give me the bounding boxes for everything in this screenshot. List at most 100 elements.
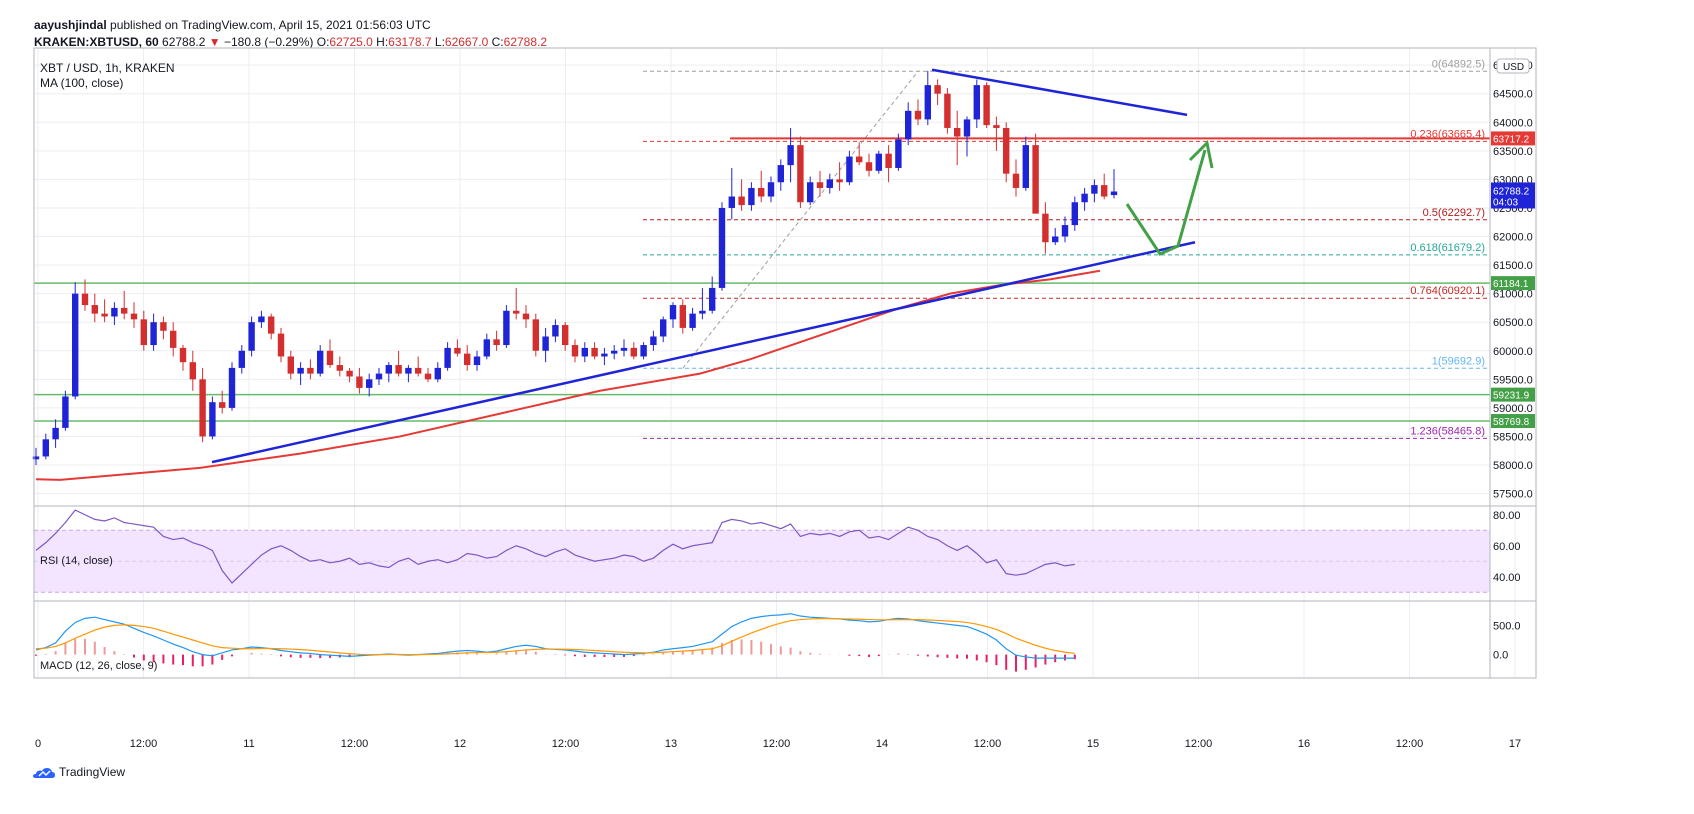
close-label: C: bbox=[491, 35, 504, 49]
candle-body bbox=[767, 182, 775, 197]
level-price-badge bbox=[1491, 131, 1535, 146]
candle-body bbox=[758, 187, 765, 197]
signal-line bbox=[35, 618, 1075, 656]
rsi-legend: RSI (14, close) bbox=[40, 555, 113, 567]
candle-body bbox=[248, 322, 255, 351]
drawings bbox=[211, 68, 1214, 464]
candle-body bbox=[483, 339, 490, 357]
price-tick-label: 61500.0 bbox=[1493, 260, 1533, 272]
level-price-badge bbox=[1491, 276, 1535, 291]
candle-body bbox=[591, 347, 598, 357]
candle-body bbox=[1081, 193, 1088, 203]
price-tick-label: 58500.0 bbox=[1493, 431, 1533, 443]
candle-body bbox=[522, 313, 530, 320]
candle-body bbox=[228, 367, 236, 408]
ma-legend: MA (100, close) bbox=[40, 76, 123, 90]
candle-body bbox=[669, 305, 677, 320]
candle-body bbox=[865, 162, 873, 171]
candle-body bbox=[160, 322, 167, 331]
fib-trend-line bbox=[682, 70, 919, 369]
candle-body bbox=[52, 427, 59, 440]
last-price-text: 62788.2 bbox=[1493, 186, 1530, 197]
price-tick-label: 60500.0 bbox=[1493, 317, 1533, 329]
candle-body bbox=[816, 182, 824, 188]
candle-body bbox=[699, 310, 706, 314]
symbol-info: KRAKEN:XBTUSD, 60 62788.2 ▼ −180.8 (−0.2… bbox=[34, 35, 547, 49]
macd-line bbox=[35, 613, 1075, 659]
time-tick-label: 17 bbox=[1509, 738, 1521, 750]
candle-body bbox=[924, 85, 931, 120]
candle-body bbox=[336, 365, 343, 371]
candle-body bbox=[679, 305, 686, 328]
candle-body bbox=[689, 313, 696, 328]
time-tick-label: 11 bbox=[243, 738, 254, 750]
down-arrow-icon: ▼ bbox=[208, 35, 221, 49]
price-change: −180.8 (−0.29%) bbox=[224, 35, 314, 49]
candle-body bbox=[317, 350, 324, 374]
candle-body bbox=[826, 179, 833, 188]
candle-body bbox=[1003, 127, 1010, 174]
candle-body bbox=[199, 379, 206, 437]
candle-body bbox=[32, 456, 40, 460]
level-price-badge-text: 63717.2 bbox=[1493, 134, 1530, 145]
candle-body bbox=[268, 316, 275, 334]
candle-body bbox=[287, 356, 294, 374]
level-price-badge-text: 58769.8 bbox=[1493, 417, 1530, 428]
publish-text: published on TradingView.com, April 15, … bbox=[106, 18, 431, 32]
low-value: 62667.0 bbox=[444, 35, 489, 49]
candle-body bbox=[571, 345, 579, 357]
candle-body bbox=[552, 325, 559, 337]
candle-body bbox=[846, 156, 853, 183]
low-label: L: bbox=[434, 35, 445, 49]
candle-body bbox=[738, 196, 745, 206]
candle-body bbox=[375, 373, 383, 380]
candle-body bbox=[630, 347, 637, 357]
candle-body bbox=[513, 310, 520, 314]
candle-body bbox=[640, 345, 647, 357]
high-label: H: bbox=[376, 35, 389, 49]
rsi-line bbox=[35, 509, 1075, 584]
candle-body bbox=[532, 319, 539, 351]
candle-body bbox=[415, 367, 422, 374]
candle-body bbox=[1101, 185, 1108, 197]
currency-badge bbox=[1496, 58, 1530, 74]
candle-body bbox=[346, 370, 353, 377]
candle-body bbox=[718, 207, 726, 288]
macd-pane bbox=[35, 613, 1076, 672]
level-price-badge-text: 59231.9 bbox=[1493, 391, 1530, 402]
candle-body bbox=[601, 353, 608, 357]
author-name[interactable]: aayushjindal bbox=[34, 18, 107, 32]
candle-body bbox=[258, 316, 265, 323]
candle-body bbox=[62, 396, 69, 428]
macd-tick-label: 0.0 bbox=[1493, 650, 1508, 662]
time-tick-label: 16 bbox=[1298, 738, 1310, 750]
time-tick-label: 14 bbox=[876, 738, 888, 750]
candle-body bbox=[356, 376, 363, 388]
time-tick-label: 0 bbox=[35, 738, 41, 750]
candle-body bbox=[660, 319, 667, 337]
candle-body bbox=[875, 153, 882, 171]
candle-body bbox=[405, 367, 412, 374]
cloud-icon bbox=[33, 768, 55, 778]
chart-frame bbox=[33, 47, 1537, 679]
rsi-tick-label: 60.00 bbox=[1493, 541, 1521, 553]
candle-body bbox=[219, 402, 226, 408]
candle-body bbox=[914, 110, 922, 120]
level-price-badge bbox=[1491, 414, 1535, 429]
price-tick-label: 64000.0 bbox=[1493, 117, 1533, 129]
price-tick-label: 64500.0 bbox=[1493, 89, 1533, 101]
fib-level-label: 0.5(62292.7) bbox=[1423, 207, 1485, 219]
candle-body bbox=[464, 353, 471, 366]
candle-body bbox=[72, 293, 79, 397]
moving-average bbox=[35, 269, 1101, 481]
candle-body bbox=[1022, 145, 1029, 188]
rsi-tick-label: 80.00 bbox=[1493, 510, 1521, 522]
symbol-name: KRAKEN:XBTUSD, 60 bbox=[34, 35, 159, 49]
candle-body bbox=[963, 119, 971, 137]
candles bbox=[32, 70, 1118, 466]
level-price-badge bbox=[1491, 387, 1535, 402]
tradingview-logo[interactable]: TradingView bbox=[33, 765, 125, 779]
rsi-pane bbox=[34, 509, 1490, 593]
fib-retracement: 0(64892.5) 0.236(63665.4) 0.5(62292.7) 0.61… bbox=[643, 58, 1488, 439]
